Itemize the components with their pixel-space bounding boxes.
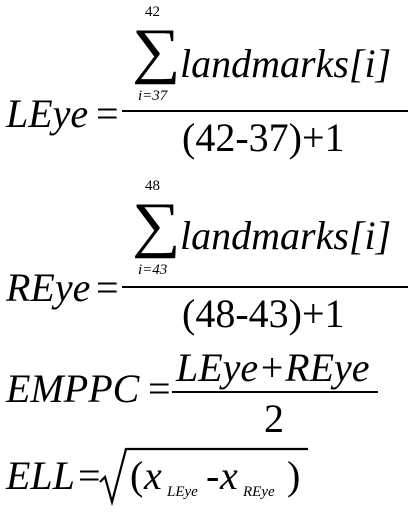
ell-close-paren: ) <box>287 453 301 498</box>
leye-summation-symbol: ∑ <box>132 17 181 85</box>
emppc-equals-sign: = <box>148 366 171 411</box>
leye-sum-upper-limit: 42 <box>145 4 160 20</box>
emppc-numerator: LEye+REye <box>176 345 370 390</box>
reye-summand: landmarks[i] <box>180 213 392 258</box>
leye-denominator: (42-37)+1 <box>182 115 345 160</box>
reye-lhs: REye <box>6 265 91 310</box>
leye-sum-lower-limit: i=37 <box>138 88 168 104</box>
leye-equals-sign: = <box>96 91 119 136</box>
square-root-icon <box>99 447 308 507</box>
ell-lhs: ELL <box>6 453 75 498</box>
leye-fraction-bar <box>122 110 408 112</box>
ell-x-right: x <box>220 453 238 498</box>
reye-fraction-bar <box>122 286 408 288</box>
reye-summation-symbol: ∑ <box>132 191 181 259</box>
emppc-fraction-bar <box>172 391 378 393</box>
reye-equals-sign: = <box>96 265 119 310</box>
emppc-denominator: 2 <box>264 396 284 441</box>
ell-x-left: x <box>144 453 162 498</box>
reye-denominator: (48-43)+1 <box>182 291 345 336</box>
reye-sum-upper-limit: 48 <box>145 178 160 194</box>
ell-open-paren: ( <box>130 453 144 498</box>
ell-equals-sign: = <box>78 453 101 498</box>
leye-summand: landmarks[i] <box>180 41 392 86</box>
emppc-lhs: EMPPC <box>6 366 140 411</box>
ell-minus-sign: - <box>206 453 220 498</box>
ell-x-left-subscript: LEye <box>167 484 198 500</box>
leye-lhs: LEye <box>6 91 89 136</box>
reye-sum-lower-limit: i=43 <box>138 262 168 278</box>
ell-x-right-subscript: REye <box>243 484 275 500</box>
